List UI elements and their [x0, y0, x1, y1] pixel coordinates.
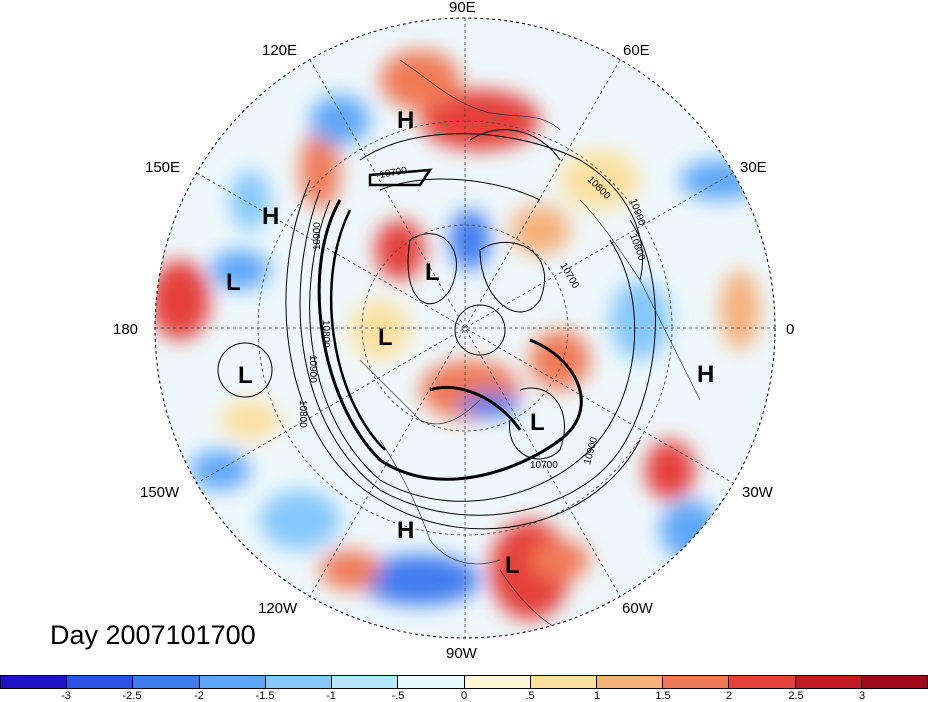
low-center-6: L	[505, 552, 520, 579]
colorbar-tick-label: -1.5	[255, 690, 275, 702]
colorbar-tick-label: 0	[460, 690, 468, 702]
colorbar-tick-label: -1	[326, 690, 336, 702]
colorbar-tick-label: 2	[725, 690, 733, 702]
colorbar-boxes	[0, 675, 928, 689]
low-center-5: L	[530, 409, 545, 436]
lon-label-30w: 30W	[742, 484, 774, 501]
low-center-2: L	[425, 259, 440, 286]
contour-label: 10900	[307, 355, 318, 383]
colorbar-bin	[530, 676, 597, 688]
contour-label: 10800	[320, 320, 331, 348]
lon-label-90e: 90E	[449, 0, 476, 16]
lon-label-90w: 90W	[446, 645, 478, 662]
contour-label: 10900	[312, 222, 323, 250]
colorbar-tick-label: -2.5	[122, 690, 142, 702]
lon-label-180: 180	[113, 321, 138, 338]
high-center-1: H	[397, 107, 414, 134]
map-boundary	[154, 17, 776, 639]
lon-label-120w: 120W	[258, 600, 298, 617]
colorbar-bin	[663, 676, 730, 688]
graticule	[155, 18, 775, 638]
geopotential-contours	[217, 129, 656, 530]
low-center-4: L	[238, 362, 253, 389]
lon-label-60e: 60E	[623, 42, 650, 59]
colorbar-tick-label: 2.5	[788, 690, 804, 702]
colorbar-tick-label: .5	[525, 690, 535, 702]
colorbar-bin	[398, 676, 465, 688]
lon-label-150e: 150E	[145, 159, 180, 176]
contour-label: 10700	[379, 165, 409, 181]
lon-label-30e: 30E	[740, 159, 767, 176]
colorbar: -3 -2.5 -2 -1.5 -1 -.5 0 .5 1 1.5 2 2.5 …	[0, 675, 928, 702]
anomaly-field	[155, 18, 775, 638]
colorbar-bin	[464, 676, 531, 688]
colorbar-tick-label: 1.5	[655, 690, 671, 702]
colorbar-tick-label: 3	[858, 690, 866, 702]
colorbar-bin	[861, 676, 928, 688]
colorbar-tick-label: -2	[194, 690, 204, 702]
contour-label: 10800	[297, 400, 308, 428]
colorbar-tick-label: 1	[593, 690, 601, 702]
colorbar-tick-label: -3	[61, 690, 71, 702]
low-center-3: L	[378, 324, 393, 351]
colorbar-bin	[332, 676, 399, 688]
coastlines	[359, 59, 701, 631]
colorbar-bin	[596, 676, 664, 688]
colorbar-bin	[795, 676, 862, 688]
colorbar-bin	[1, 676, 68, 688]
low-center-1: L	[226, 269, 241, 296]
colorbar-bin	[133, 676, 200, 688]
colorbar-bin	[67, 676, 134, 688]
colorbar-bin	[199, 676, 266, 688]
lon-label-60w: 60W	[622, 600, 654, 617]
colorbar-bin	[265, 676, 333, 688]
date-title: Day 2007101700	[50, 620, 256, 650]
high-center-2: H	[262, 203, 279, 230]
colorbar-tick-label: -.5	[391, 690, 405, 702]
high-center-3: H	[697, 361, 714, 388]
longitude-labels: 90E 60E 30E 0 30W 60W 90W 120W 150W 180 …	[113, 0, 794, 662]
lon-label-120e: 120E	[262, 42, 297, 59]
lon-label-0: 0	[786, 321, 794, 338]
contour-label: 10700	[530, 460, 558, 471]
high-center-4: H	[397, 517, 414, 544]
lon-label-150w: 150W	[140, 484, 180, 501]
colorbar-bin	[729, 676, 796, 688]
pressure-center-labels: H H H H L L L L L L	[226, 107, 714, 579]
